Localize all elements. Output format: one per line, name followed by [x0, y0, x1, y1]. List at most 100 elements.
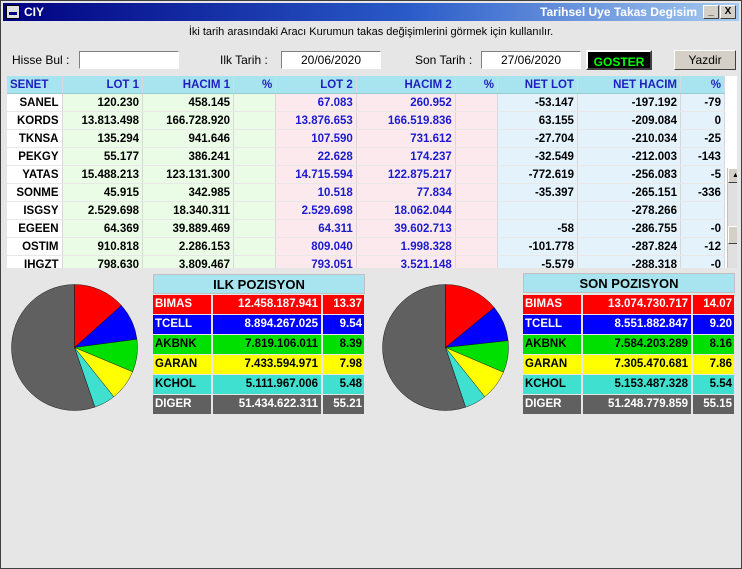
- position-value: 12.458.187.941: [213, 295, 321, 314]
- table-cell: [233, 111, 277, 130]
- column-header[interactable]: NET HACIM: [577, 76, 681, 94]
- position-percent: 7.86: [693, 355, 734, 374]
- search-input[interactable]: [79, 51, 179, 69]
- table-cell: [233, 183, 277, 202]
- position-percent: 8.39: [323, 335, 364, 354]
- position-value: 51.248.779.859: [583, 395, 691, 414]
- print-button[interactable]: Yazdir: [674, 50, 736, 70]
- column-header[interactable]: SENET: [7, 76, 63, 94]
- position-value: 7.584.203.289: [583, 335, 691, 354]
- position-symbol: DIGER: [153, 395, 211, 414]
- table-row[interactable]: EGEEN 64.369 39.889.469 64.311 39.602.713 -58…: [7, 219, 725, 238]
- position-percent: 8.16: [693, 335, 734, 354]
- table-row[interactable]: OSTIM 910.818 2.286.153 809.040 1.998.328 -10…: [7, 237, 725, 256]
- table-cell: 0: [680, 111, 725, 130]
- first-position-pie-chart: [11, 284, 138, 411]
- table-cell: [497, 201, 578, 220]
- position-symbol: AKBNK: [523, 335, 581, 354]
- end-date-input[interactable]: 27/06/2020: [481, 51, 581, 69]
- table-cell: 55.177: [62, 147, 144, 166]
- table-cell: [455, 93, 498, 112]
- table-cell: 2.529.698: [62, 201, 144, 220]
- table-cell: -53.147: [497, 93, 578, 112]
- table-cell: -197.192: [577, 93, 681, 112]
- column-header[interactable]: HACIM 1: [142, 76, 235, 94]
- table-cell: 63.155: [497, 111, 578, 130]
- position-percent: 55.15: [693, 395, 734, 414]
- minimize-button[interactable]: _: [703, 5, 719, 19]
- table-row[interactable]: TKNSA 135.294 941.646 107.590 731.612 -27.704…: [7, 129, 725, 148]
- table-row[interactable]: SONME 45.915 342.985 10.518 77.834 -35.397 -26…: [7, 183, 725, 202]
- table-cell: 910.818: [62, 237, 144, 256]
- table-cell: 2.286.153: [142, 237, 235, 256]
- table-cell: [455, 129, 498, 148]
- table-row[interactable]: ISGSY 2.529.698 18.340.311 2.529.698 18.062.…: [7, 201, 725, 220]
- table-cell: [233, 237, 277, 256]
- table-cell: 798.630: [62, 255, 144, 268]
- pie-slice-bimas: [74, 284, 122, 348]
- table-row[interactable]: IHGZT 798.630 3.809.467 793.051 3.521.148 -5.…: [7, 255, 725, 268]
- grid-table: SENET LOT 1 HACIM 1% LOT 2 HACIM 2% NET LOT NE…: [7, 76, 725, 268]
- show-button[interactable]: GOSTER: [586, 50, 652, 70]
- table-cell: -209.084: [577, 111, 681, 130]
- table-cell: PEKGY: [7, 147, 63, 166]
- scroll-up-icon[interactable]: ▲: [728, 168, 737, 183]
- start-date-input[interactable]: 20/06/2020: [281, 51, 381, 69]
- table-row[interactable]: PEKGY 55.177 386.241 22.628 174.237 -32.549 -2…: [7, 147, 725, 166]
- column-header[interactable]: %: [233, 76, 277, 94]
- table-cell: -772.619: [497, 165, 578, 184]
- table-cell: 1.998.328: [356, 237, 456, 256]
- table-cell: 166.519.836: [356, 111, 456, 130]
- pie-slice-diger: [11, 284, 96, 411]
- table-row[interactable]: KORDS 13.813.498 166.728.920 13.876.653 166.…: [7, 111, 725, 130]
- position-value: 7.433.594.971: [213, 355, 321, 374]
- table-cell: -25: [680, 129, 725, 148]
- table-cell: OSTIM: [7, 237, 63, 256]
- title-bar[interactable]: CIY Tarihsel Uye Takas Degisim _ X: [3, 3, 739, 21]
- position-value: 8.551.882.847: [583, 315, 691, 334]
- table-cell: [455, 111, 498, 130]
- table-cell: [233, 129, 277, 148]
- table-cell: [455, 183, 498, 202]
- table-cell: 22.628: [275, 147, 357, 166]
- position-value: 7.819.106.011: [213, 335, 321, 354]
- table-cell: YATAS: [7, 165, 63, 184]
- grid-scrollbar[interactable]: ▲ ▼: [727, 168, 737, 268]
- position-symbol: KCHOL: [523, 375, 581, 394]
- table-cell: -32.549: [497, 147, 578, 166]
- hint-text: İki tarih arasındaki Aracı Kurumun takas…: [188, 26, 554, 38]
- table-cell: -278.266: [577, 201, 681, 220]
- data-grid[interactable]: SENET LOT 1 HACIM 1% LOT 2 HACIM 2% NET LOT NE…: [7, 76, 737, 268]
- table-cell: 39.889.469: [142, 219, 235, 238]
- last-position-pie-chart: [382, 284, 509, 411]
- column-header[interactable]: %: [680, 76, 725, 94]
- table-cell: [233, 147, 277, 166]
- position-symbol: GARAN: [153, 355, 211, 374]
- app-icon: [6, 5, 20, 19]
- column-header[interactable]: LOT 1: [62, 76, 144, 94]
- pie-slice-diger: [382, 284, 466, 411]
- scroll-thumb[interactable]: [728, 226, 737, 244]
- position-percent: 14.07: [693, 295, 734, 314]
- table-cell: 18.062.044: [356, 201, 456, 220]
- table-cell: -212.003: [577, 147, 681, 166]
- table-cell: -256.083: [577, 165, 681, 184]
- table-cell: [455, 147, 498, 166]
- column-header[interactable]: %: [455, 76, 498, 94]
- table-cell: 15.488.213: [62, 165, 144, 184]
- table-cell: [233, 201, 277, 220]
- table-cell: 13.876.653: [275, 111, 357, 130]
- table-cell: -35.397: [497, 183, 578, 202]
- table-cell: 342.985: [142, 183, 235, 202]
- column-header[interactable]: LOT 2: [275, 76, 357, 94]
- table-cell: -0: [680, 255, 725, 268]
- position-symbol: KCHOL: [153, 375, 211, 394]
- table-row[interactable]: SANEL 120.230 458.145 67.083 260.952 -53.147-…: [7, 93, 725, 112]
- table-row[interactable]: YATAS 15.488.213 123.131.300 14.715.594 122.…: [7, 165, 725, 184]
- table-cell: [455, 237, 498, 256]
- table-cell: 260.952: [356, 93, 456, 112]
- table-cell: [455, 201, 498, 220]
- column-header[interactable]: NET LOT: [497, 76, 578, 94]
- close-button[interactable]: X: [720, 5, 736, 19]
- column-header[interactable]: HACIM 2: [356, 76, 456, 94]
